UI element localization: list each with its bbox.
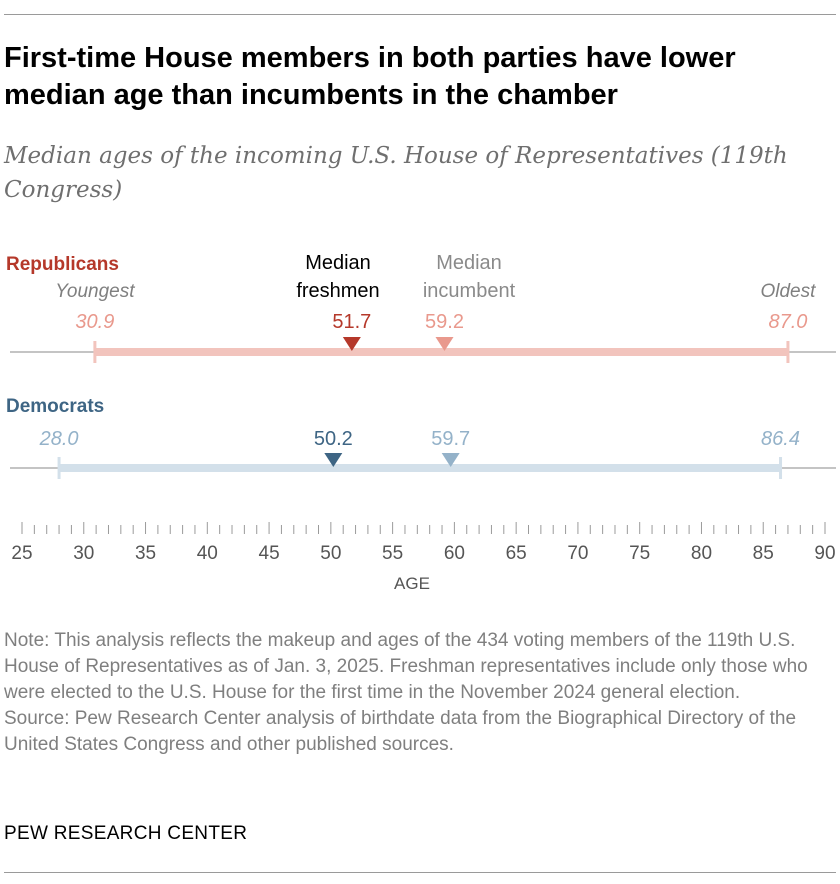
x-tick-label: 25 — [11, 543, 32, 564]
x-tick-label: 40 — [197, 543, 218, 564]
x-tick-label: 60 — [444, 543, 465, 564]
incumbent-value-republicans: 59.2 — [425, 311, 464, 333]
x-tick-label: 30 — [73, 543, 94, 564]
youngest-label: Youngest — [55, 281, 135, 302]
youngest-value-democrats: 28.0 — [39, 428, 79, 450]
bottom-rule — [4, 872, 836, 873]
x-tick-label: 35 — [135, 543, 156, 564]
oldest-label: Oldest — [760, 281, 816, 302]
chart-subtitle: Median ages of the incoming U.S. House o… — [4, 143, 788, 203]
incumbent-value-democrats: 59.7 — [431, 428, 470, 450]
dot-range-chart: Republicans 30.9 87.0 51.7 59.2 Youngest Oldes… — [6, 252, 836, 593]
brand-label: PEW RESEARCH CENTER — [4, 823, 248, 844]
youngest-value-republicans: 30.9 — [75, 311, 114, 333]
oldest-value-democrats: 86.4 — [761, 428, 800, 450]
freshmen-value-democrats: 50.2 — [314, 428, 353, 450]
x-tick-label: 80 — [691, 543, 712, 564]
x-tick-label: 85 — [753, 543, 774, 564]
x-tick-label: 55 — [382, 543, 403, 564]
x-tick-label: 90 — [814, 543, 835, 564]
oldest-value-republicans: 87.0 — [768, 311, 807, 333]
incumbent-marker-republicans — [435, 337, 454, 351]
series-label-republicans: Republicans — [6, 254, 119, 275]
top-rule — [4, 14, 836, 15]
notes-block: Note: This analysis reflects the makeup … — [4, 628, 824, 758]
x-tick-label: 65 — [506, 543, 527, 564]
median-freshmen-label: Median freshmen — [296, 252, 379, 302]
freshmen-marker-democrats — [324, 453, 343, 467]
chart-title: First-time House members in both parties… — [4, 42, 736, 111]
note-text: Note: This analysis reflects the makeup … — [4, 630, 808, 703]
x-tick-label: 70 — [567, 543, 588, 564]
incumbent-marker-democrats — [441, 453, 460, 467]
range-bar-democrats — [59, 464, 781, 472]
series-label-democrats: Democrats — [6, 396, 104, 417]
x-tick-label: 75 — [629, 543, 650, 564]
x-axis-title: AGE — [394, 574, 430, 593]
x-tick-label: 50 — [320, 543, 341, 564]
freshmen-value-republicans: 51.7 — [332, 311, 371, 333]
x-tick-label: 45 — [259, 543, 280, 564]
source-text: Source: Pew Research Center analysis of … — [4, 708, 797, 755]
range-bar-republicans — [94, 348, 788, 356]
median-incumbent-label: Median incumbent — [423, 252, 516, 302]
freshmen-marker-republicans — [342, 337, 361, 351]
